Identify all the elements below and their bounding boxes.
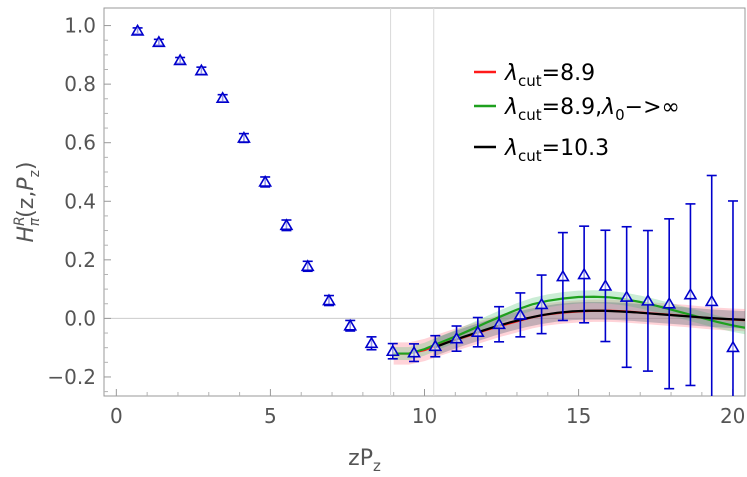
- y-axis-title: HRπ(z,Pz): [12, 161, 43, 242]
- data-point: [130, 23, 145, 36]
- data-point: [428, 339, 443, 352]
- data-point: [258, 174, 273, 187]
- data-point: [555, 269, 570, 282]
- data-point: [194, 63, 209, 76]
- series-band-1: [393, 290, 745, 360]
- y-tick-label: 0.0: [64, 306, 96, 330]
- data-point: [726, 340, 740, 353]
- x-tick-label: 10: [412, 404, 437, 428]
- data-point: [300, 259, 315, 272]
- x-axis-title: zPz: [348, 446, 381, 472]
- data-point: [364, 336, 379, 349]
- y-tick-label: 0.8: [64, 72, 96, 96]
- data-point: [449, 331, 464, 344]
- data-point: [215, 91, 230, 104]
- data-point: [534, 297, 549, 310]
- data-point: [343, 318, 358, 331]
- data-point: [662, 296, 677, 309]
- data-point: [237, 131, 251, 143]
- y-tick-label: −0.2: [47, 365, 96, 389]
- x-tick-label: 15: [566, 404, 591, 428]
- data-point: [683, 287, 698, 300]
- x-tick-label: 5: [264, 404, 277, 428]
- data-point: [619, 290, 634, 302]
- data-point: [470, 325, 485, 338]
- series-line-1: [393, 295, 745, 355]
- plot-area: [130, 23, 745, 396]
- data-point: [279, 218, 294, 231]
- y-tick-label: 0.2: [64, 248, 96, 272]
- data-point: [407, 345, 421, 358]
- data-point: [385, 344, 400, 357]
- x-tick-label: 20: [720, 404, 745, 428]
- y-tick-label: 1.0: [64, 14, 96, 38]
- data-point: [598, 278, 613, 291]
- data-point: [577, 267, 592, 280]
- y-tick-label: 0.4: [64, 189, 96, 213]
- data-point: [173, 53, 188, 66]
- legend-label-1: λcut=8.9,λ0−>∞: [504, 95, 680, 124]
- legend-label-2: λcut=10.3: [504, 136, 609, 165]
- legend-label-0: λcut=8.9: [504, 61, 595, 90]
- x-tick-label: 0: [110, 404, 123, 428]
- y-tick-label: 0.6: [64, 131, 96, 155]
- data-point: [151, 35, 166, 48]
- data-point: [492, 317, 506, 330]
- series-band-0: [393, 299, 745, 365]
- data-point: [641, 293, 655, 306]
- data-point: [322, 293, 336, 306]
- data-point: [704, 294, 719, 307]
- data-point: [513, 307, 528, 320]
